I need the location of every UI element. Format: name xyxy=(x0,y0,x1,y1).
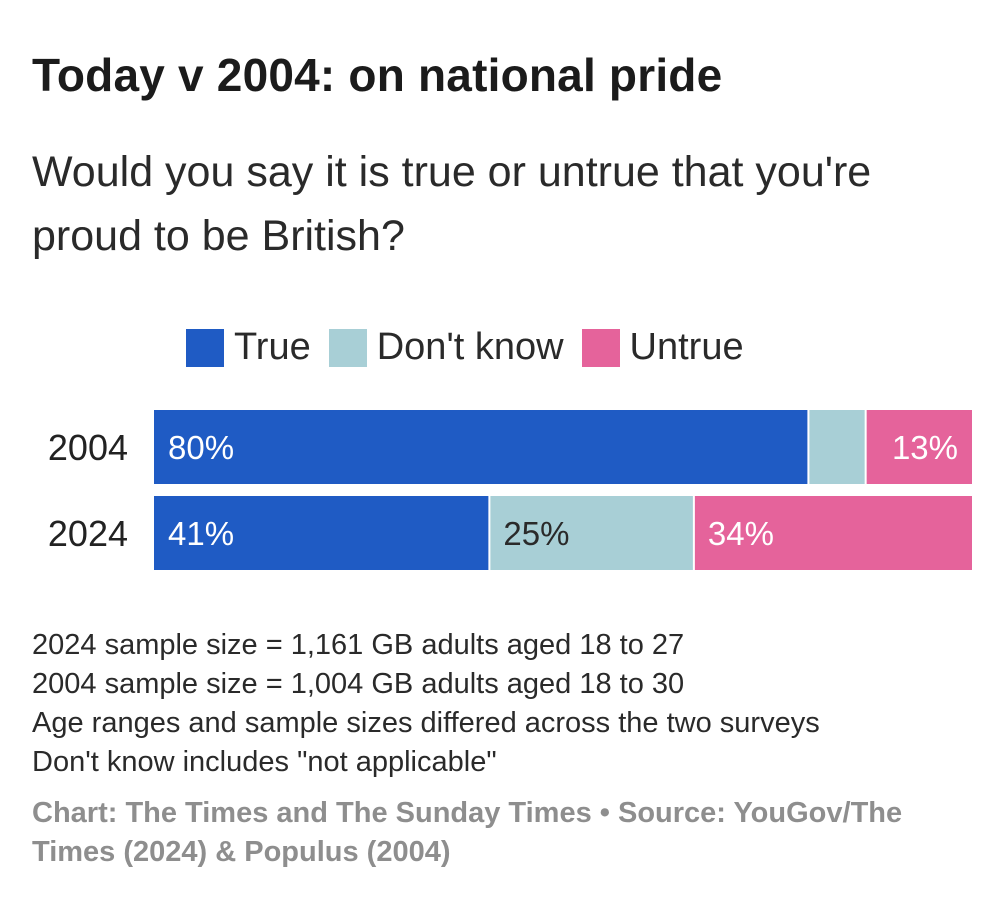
bar-2004-true xyxy=(154,410,809,484)
notes: 2024 sample size = 1,161 GB adults aged … xyxy=(32,626,982,782)
bar-2024-true xyxy=(154,496,490,570)
category-label-2004: 2004 xyxy=(48,427,128,468)
data-label-2004-true: 80% xyxy=(168,429,234,466)
chart-subtitle: Would you say it is true or untrue that … xyxy=(32,148,872,260)
note-line: Don't know includes "not applicable" xyxy=(32,746,497,778)
data-label-2024-don-t-know: 25% xyxy=(503,515,569,552)
legend: True Don't know Untrue xyxy=(186,326,762,369)
legend-item-dont-know: Don't know xyxy=(328,326,564,369)
legend-swatch-true xyxy=(186,328,224,367)
legend-item-untrue: Untrue xyxy=(581,326,744,369)
segment-divider xyxy=(864,410,867,484)
data-label-2024-untrue: 34% xyxy=(708,515,774,552)
bar-2004-don-t-know xyxy=(808,410,866,484)
legend-swatch-untrue xyxy=(581,328,620,367)
legend-label-dont-know: Don't know xyxy=(376,326,564,368)
category-label-2024: 2024 xyxy=(48,513,128,554)
legend-label-untrue: Untrue xyxy=(629,326,744,368)
source-credit: Chart: The Times and The Sunday Times • … xyxy=(32,797,903,868)
legend-label-true: True xyxy=(234,326,311,368)
chart-title: Today v 2004: on national pride xyxy=(32,49,723,101)
note-line: Age ranges and sample sizes differed acr… xyxy=(32,707,820,739)
legend-swatch-dont-know xyxy=(328,328,367,367)
note-line: 2024 sample size = 1,161 GB adults aged … xyxy=(32,629,685,661)
segment-divider xyxy=(488,496,491,570)
segment-divider xyxy=(807,410,810,484)
bar-2024-untrue xyxy=(693,496,972,570)
stacked-bar-chart: 2004 80% 13% 2024 41% 25% 34% xyxy=(48,410,972,570)
legend-item-true: True xyxy=(186,326,311,369)
bar-2004-untrue xyxy=(865,410,972,484)
segment-divider xyxy=(692,496,695,570)
data-label-2024-true: 41% xyxy=(168,515,234,552)
note-line: 2004 sample size = 1,004 GB adults aged … xyxy=(32,668,685,700)
data-label-2004-untrue: 13% xyxy=(892,429,958,466)
bar-2024-don-t-know xyxy=(489,496,694,570)
